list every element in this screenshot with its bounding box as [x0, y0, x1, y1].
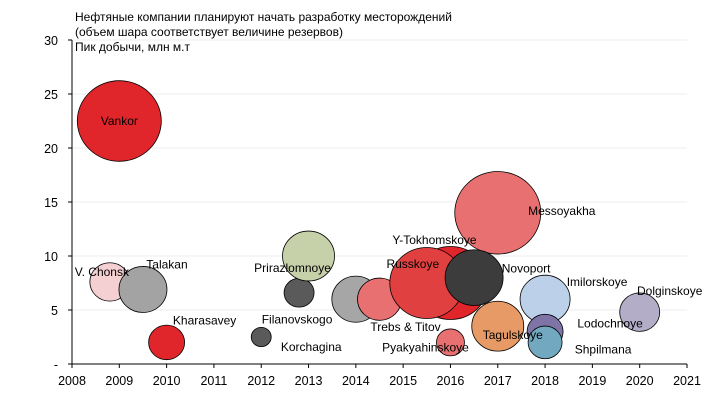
- bubble-label: Russkoye: [386, 257, 439, 271]
- bubble-label: Filanovskogo: [262, 313, 333, 327]
- y-tick-label: 25: [44, 88, 58, 102]
- bubble-shpilmana: [527, 325, 563, 360]
- x-tick-label: 2020: [626, 374, 654, 388]
- y-tick-label: 15: [44, 196, 58, 210]
- bubble-label: Novoport: [502, 262, 551, 276]
- bubble-korchagina: [250, 326, 272, 347]
- bubble-label: Vankor: [101, 114, 138, 128]
- bubble-vankor: [76, 80, 162, 162]
- y-tick-label: 10: [44, 250, 58, 264]
- bubble-messoyakha: [454, 171, 542, 255]
- x-tick-label: 2013: [295, 374, 323, 388]
- x-tick-label: 2019: [578, 374, 606, 388]
- bubble-label: V. Chonsk: [75, 265, 130, 279]
- bubble-talakan: [118, 266, 168, 313]
- x-tick-label: 2014: [342, 374, 370, 388]
- bubble-label: Pyakyahinskoye: [382, 340, 469, 354]
- bubble-label: Y-Tokhomskoye: [392, 233, 477, 247]
- axes: - 5 10 15 20 25 30 2008 2009 2010 2011 2012 2013 2014…: [44, 34, 701, 388]
- bubble-label: Korchagina: [281, 340, 342, 354]
- x-tick-label: 2018: [531, 374, 559, 388]
- x-tick-label: 2009: [105, 374, 133, 388]
- bubble-label: Imilorskoye: [567, 275, 628, 289]
- bubble-label: Dolginskoye: [637, 284, 703, 298]
- bubble-labels: Vankor V. Chonsk Talakan Kharasavey Korchagi…: [75, 114, 703, 356]
- x-tick-label: 2015: [389, 374, 417, 388]
- x-tick-label: 2021: [673, 374, 701, 388]
- bubble-label: Shpilmana: [575, 342, 632, 356]
- bubbles: [76, 80, 661, 361]
- bubble-kharasavey: [148, 324, 186, 361]
- bubble-label: Lodochnoye: [577, 317, 643, 331]
- bubble-filanovskogo: [283, 277, 315, 308]
- y-tick-label: -: [54, 358, 58, 372]
- bubble-novoport: [444, 249, 504, 306]
- bubble-pyakyahinskoye: [436, 328, 465, 357]
- x-tick-label: 2012: [247, 374, 275, 388]
- bubble-label: Prirazlomnoye: [254, 261, 331, 275]
- bubble-label: Talakan: [146, 257, 187, 271]
- y-tick-label: 5: [51, 304, 58, 318]
- x-tick-label: 2011: [200, 374, 227, 388]
- bubble-label: Kharasavey: [173, 313, 236, 327]
- y-axis-label: Пик добычи, млн м.т: [75, 40, 191, 54]
- chart-subtitle: (объем шара соответствует величине резер…: [75, 25, 343, 39]
- bubble-label: Messoyakha: [528, 204, 596, 218]
- x-tick-label: 2017: [484, 374, 512, 388]
- bubble-prirazlomnoye: [282, 230, 335, 282]
- x-tick-label: 2010: [153, 374, 181, 388]
- chart-title: Нефтяные компании планируют начать разра…: [75, 10, 452, 24]
- gridlines: [72, 39, 687, 311]
- y-tick-label: 30: [44, 34, 58, 48]
- x-tick-label: 2016: [437, 374, 465, 388]
- x-tick-label: 2008: [58, 374, 86, 388]
- bubble-label: Trebs & Titov: [370, 320, 440, 334]
- bubble-label: Tagulskoye: [483, 328, 543, 342]
- bubble-dolginskoye: [619, 292, 661, 332]
- bubble-tagulskoye: [471, 300, 525, 352]
- y-tick-label: 20: [44, 142, 58, 156]
